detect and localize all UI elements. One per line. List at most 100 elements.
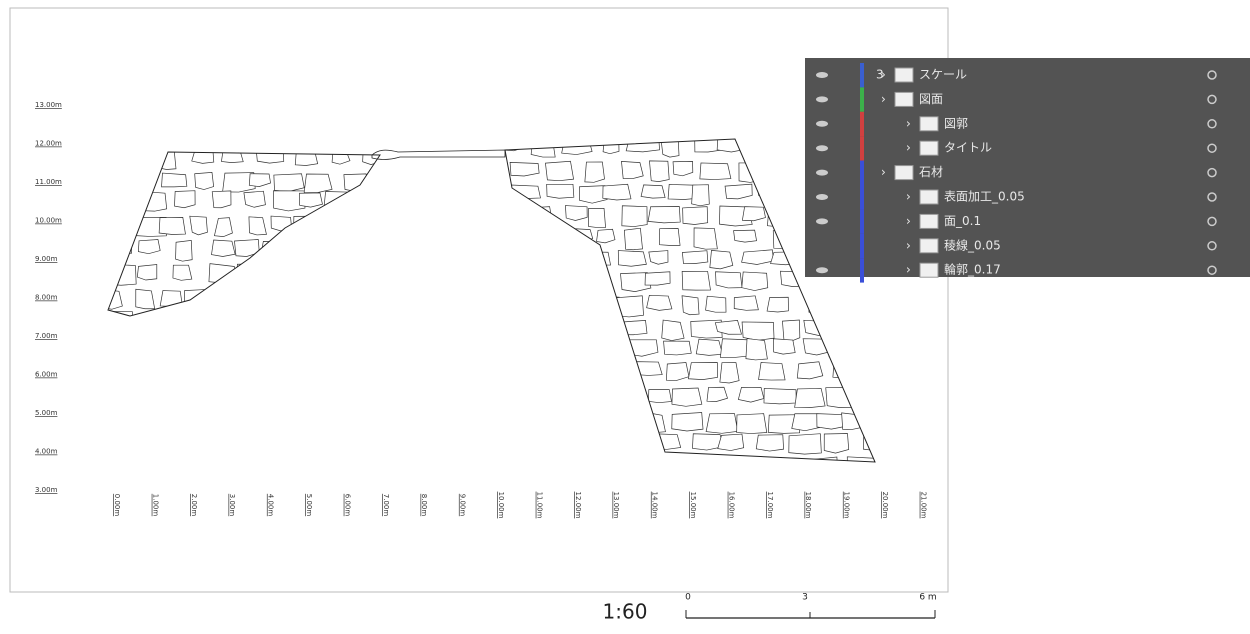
visibility-eye[interactable] <box>816 145 828 152</box>
x-label: 2.00m <box>190 494 198 517</box>
layer-color <box>860 258 864 283</box>
x-label: 16.00m <box>727 492 735 519</box>
layer-settings[interactable] <box>1207 94 1217 105</box>
scale-label: 3 <box>802 593 808 603</box>
stone <box>681 250 709 264</box>
stone <box>709 250 734 270</box>
stone <box>737 386 765 403</box>
layer-settings[interactable] <box>1207 216 1217 227</box>
panel-bg <box>805 58 1250 277</box>
stone <box>211 239 236 257</box>
layer-number: 3 <box>876 68 884 82</box>
stone <box>755 434 784 452</box>
scale-label: 0 <box>685 593 691 603</box>
layer-name[interactable]: タイトル <box>944 141 992 155</box>
layer-name[interactable]: 稜線_0.05 <box>944 237 1001 252</box>
stone <box>211 190 232 209</box>
stone <box>699 162 732 180</box>
stone <box>648 250 669 265</box>
layer-settings[interactable] <box>1207 241 1217 251</box>
stone <box>665 362 690 381</box>
layer-name[interactable]: 輪郭_0.17 <box>944 262 1001 277</box>
stone <box>695 338 724 356</box>
stone <box>136 264 158 281</box>
y-label: 3.00m <box>35 486 58 494</box>
layer-icon <box>894 67 914 83</box>
stone <box>772 338 796 355</box>
layer-settings[interactable] <box>1207 119 1217 129</box>
x-label: 19.00m <box>843 492 851 519</box>
layer-color <box>860 63 864 88</box>
stone <box>646 294 673 311</box>
stone <box>303 173 333 193</box>
stone <box>546 183 575 199</box>
stone <box>717 433 745 451</box>
stone <box>692 433 724 451</box>
layer-settings[interactable] <box>1207 143 1217 153</box>
layer-icon <box>919 140 939 156</box>
layer-color <box>860 87 864 112</box>
stone <box>172 264 193 281</box>
stone <box>649 160 670 182</box>
x-label: 12.00m <box>574 492 582 519</box>
layer-icon <box>919 189 939 205</box>
layer-name[interactable]: スケール <box>919 68 967 82</box>
stone <box>766 296 789 313</box>
y-label: 12.00m <box>35 140 62 148</box>
stone <box>661 319 685 341</box>
stone <box>135 288 156 310</box>
layer-color <box>860 111 864 137</box>
stone <box>741 321 775 341</box>
layer-name[interactable]: 表面加工_0.05 <box>944 190 1025 204</box>
stone <box>647 206 681 224</box>
y-label: 5.00m <box>35 409 58 417</box>
x-label: 15.00m <box>689 492 697 519</box>
visibility-eye[interactable] <box>816 169 828 176</box>
stone <box>672 161 694 177</box>
stone <box>248 173 271 187</box>
visibility-eye[interactable] <box>816 72 828 78</box>
stone <box>720 338 752 358</box>
expand-arrow: › <box>906 190 911 204</box>
layer-name[interactable]: 石材 <box>919 165 943 179</box>
x-label: 17.00m <box>766 492 774 519</box>
stone <box>255 152 285 164</box>
layer-settings[interactable] <box>1207 167 1217 178</box>
visibility-eye[interactable] <box>816 194 828 200</box>
stone <box>690 319 723 339</box>
x-label: 1.00m <box>151 494 159 517</box>
stone <box>788 433 822 455</box>
stone <box>733 295 759 311</box>
layer-name[interactable]: 図面 <box>919 92 943 106</box>
stone <box>782 319 801 342</box>
layer-settings[interactable] <box>1207 70 1217 80</box>
expand-arrow: › <box>906 214 911 228</box>
x-label: 8.00m <box>420 494 428 517</box>
stone <box>745 338 768 361</box>
layer-settings[interactable] <box>1207 192 1217 202</box>
layer-name[interactable]: 面_0.1 <box>944 214 981 228</box>
expand-arrow: › <box>906 238 911 252</box>
layer-settings[interactable] <box>1207 265 1217 275</box>
stone <box>671 412 704 432</box>
expand-arrow: › <box>881 68 886 82</box>
expand-arrow: › <box>906 263 911 277</box>
visibility-eye[interactable] <box>816 120 828 127</box>
x-label: 11.00m <box>535 492 543 519</box>
layer-name[interactable]: 図郭 <box>944 116 968 130</box>
stone <box>588 207 606 228</box>
visibility-eye[interactable] <box>816 218 828 225</box>
stone <box>596 228 616 244</box>
stone <box>659 228 681 246</box>
visibility-eye[interactable] <box>816 267 828 274</box>
wall-outline <box>504 138 876 463</box>
stone <box>794 388 826 408</box>
stone <box>584 161 605 183</box>
wall-outline <box>107 151 381 317</box>
visibility-eye[interactable] <box>816 96 828 103</box>
stone <box>222 172 256 193</box>
stone <box>273 173 305 192</box>
stone <box>719 362 740 384</box>
stone <box>214 217 233 238</box>
